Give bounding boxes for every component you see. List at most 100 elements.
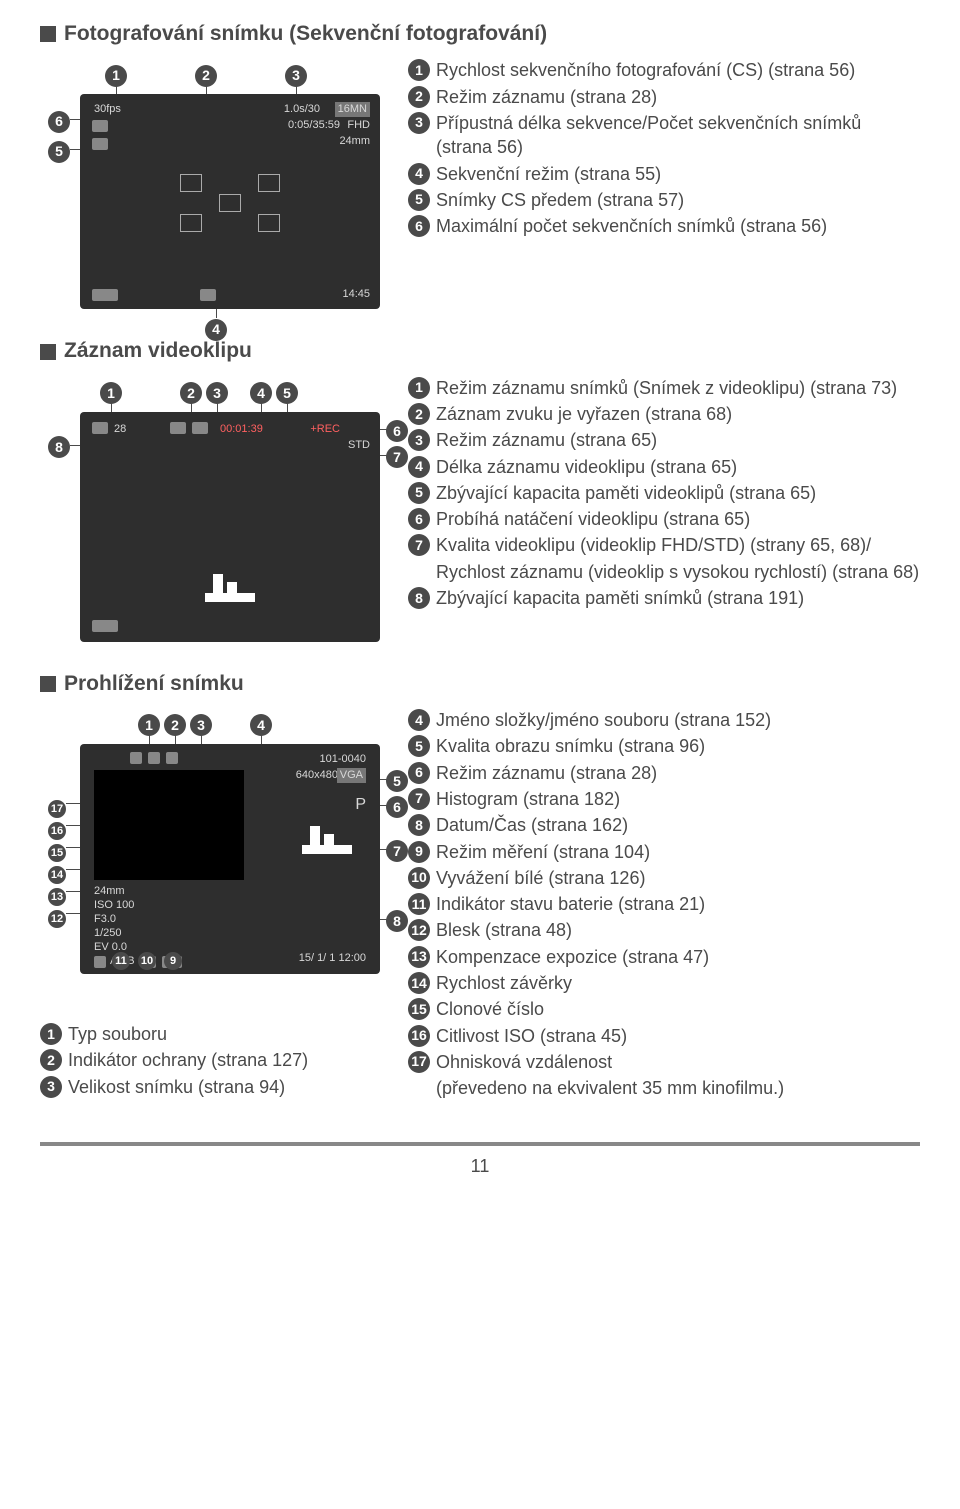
ann1-4: 4 bbox=[205, 319, 227, 341]
title-text: Prohlížení snímku bbox=[64, 670, 244, 698]
ann2-2: 2 bbox=[180, 382, 202, 404]
ann2-8: 8 bbox=[48, 436, 70, 458]
desc-item: 9Režim měření (strana 104) bbox=[408, 840, 920, 864]
desc-col-3: 4Jméno složky/jméno souboru (strana 152)… bbox=[400, 708, 920, 1102]
item-text: Indikátor ochrany (strana 127) bbox=[68, 1048, 400, 1072]
item-number: 1 bbox=[408, 377, 430, 399]
ann1-5: 5 bbox=[48, 141, 70, 163]
lcd3-l2: ISO 100 bbox=[94, 898, 134, 913]
item-number: 2 bbox=[40, 1049, 62, 1071]
ann3-9: 9 bbox=[164, 952, 182, 970]
desc-item: 2Záznam zvuku je vyřazen (strana 68) bbox=[408, 402, 920, 426]
lcd3-thumb bbox=[94, 770, 244, 880]
item-number: 16 bbox=[408, 1025, 430, 1047]
desc-item: (převedeno na ekvivalent 35 mm kinofilmu… bbox=[408, 1076, 920, 1100]
desc-item: 6Maximální počet sekvenčních snímků (str… bbox=[408, 214, 920, 238]
page-footer: 11 bbox=[40, 1142, 920, 1178]
bullet-square bbox=[40, 676, 56, 692]
lcd3-vga: VGA bbox=[337, 768, 366, 783]
bullet-square bbox=[40, 26, 56, 42]
lcd1-br: 14:45 bbox=[342, 287, 370, 302]
ann2-6: 6 bbox=[386, 420, 408, 442]
item-text: (převedeno na ekvivalent 35 mm kinofilmu… bbox=[436, 1076, 920, 1100]
ann1-2: 2 bbox=[195, 65, 217, 87]
lcd1-topleft: 30fps bbox=[94, 102, 121, 117]
desc-item: 4Délka záznamu videoklipu (strana 65) bbox=[408, 455, 920, 479]
desc-item: 15Clonové číslo bbox=[408, 997, 920, 1021]
lcd-play: 101-0040 640x480 VGA P 24mm ISO 100 F3.0… bbox=[80, 744, 380, 974]
item-number: 3 bbox=[408, 112, 430, 134]
lcd3-folder: 101-0040 bbox=[320, 752, 367, 767]
item-number: 14 bbox=[408, 972, 430, 994]
desc-item: 2 Indikátor ochrany (strana 127) bbox=[40, 1048, 400, 1072]
desc-item: 1 Režim záznamu snímků (Snímek z videokli… bbox=[408, 376, 920, 400]
desc-item: 14Rychlost závěrky bbox=[408, 971, 920, 995]
item-number: 13 bbox=[408, 946, 430, 968]
ann2-7: 7 bbox=[386, 446, 408, 468]
item-text: Probíhá natáčení videoklipu (strana 65) bbox=[436, 507, 920, 531]
desc-item: 13Kompenzace expozice (strana 47) bbox=[408, 945, 920, 969]
desc-item: 17 Ohnisková vzdálenost bbox=[408, 1050, 920, 1074]
lcd2-time: 00:01:39 bbox=[220, 422, 263, 437]
ann3-12: 12 bbox=[48, 910, 66, 928]
lcd3-l3: F3.0 bbox=[94, 912, 116, 927]
desc-item: 7Kvalita videoklipu (videoklip FHD/STD) … bbox=[408, 533, 920, 557]
item-text: Histogram (strana 182) bbox=[436, 787, 920, 811]
desc-item: 4Sekvenční režim (strana 55) bbox=[408, 162, 920, 186]
desc-item: Rychlost záznamu (videoklip s vysokou ry… bbox=[408, 560, 920, 584]
desc-item: 3 Přípustná délka sekvence/Počet sekvenčn… bbox=[408, 111, 920, 160]
desc-item: 4Jméno složky/jméno souboru (strana 152) bbox=[408, 708, 920, 732]
ann3-2: 2 bbox=[164, 714, 186, 736]
item-number: 5 bbox=[408, 189, 430, 211]
item-text: Přípustná délka sekvence/Počet sekvenční… bbox=[436, 111, 920, 160]
left-desc-3: 1Typ souboru2Indikátor ochrany (strana 1… bbox=[40, 1022, 400, 1099]
item-text: Režim záznamu (strana 28) bbox=[436, 85, 920, 109]
lcd1-trb: 16MN bbox=[335, 102, 370, 117]
item-text: Zbývající kapacita paměti videoklipů (st… bbox=[436, 481, 920, 505]
item-number: 7 bbox=[408, 534, 430, 556]
item-text: Sekvenční režim (strana 55) bbox=[436, 162, 920, 186]
title-text: Fotografování snímku (Sekvenční fotograf… bbox=[64, 20, 547, 48]
item-text: Režim záznamu (strana 65) bbox=[436, 428, 920, 452]
ann1-1: 1 bbox=[105, 65, 127, 87]
item-text: Vyvážení bílé (strana 126) bbox=[436, 866, 920, 890]
desc-item: 5Kvalita obrazu snímku (strana 96) bbox=[408, 734, 920, 758]
item-text: Ohnisková vzdálenost bbox=[436, 1050, 920, 1074]
desc-col-1: 1Rychlost sekvenčního fotografování (CS)… bbox=[400, 58, 920, 240]
lcd1-r2b: FHD bbox=[347, 118, 370, 133]
lcd-area-2: 1 2 3 4 5 8 6 7 28 00:01:39 +REC bbox=[40, 376, 400, 642]
lcd3-l4: 1/250 bbox=[94, 926, 122, 941]
desc-item: 7Histogram (strana 182) bbox=[408, 787, 920, 811]
item-text: Režim záznamu snímků (Snímek z videoklip… bbox=[436, 376, 920, 400]
ann2-5: 5 bbox=[276, 382, 298, 404]
item-text: Režim záznamu (strana 28) bbox=[436, 761, 920, 785]
item-text: Kvalita obrazu snímku (strana 96) bbox=[436, 734, 920, 758]
ann3-3: 3 bbox=[190, 714, 212, 736]
item-number: 17 bbox=[408, 1051, 430, 1073]
page-number: 11 bbox=[471, 1156, 490, 1176]
ann2-1: 1 bbox=[100, 382, 122, 404]
desc-item: 6Probíhá natáčení videoklipu (strana 65) bbox=[408, 507, 920, 531]
item-number: 8 bbox=[408, 587, 430, 609]
lcd-video: 28 00:01:39 +REC STD bbox=[80, 412, 380, 642]
item-text: Citlivost ISO (strana 45) bbox=[436, 1024, 920, 1048]
desc-item: 5Snímky CS předem (strana 57) bbox=[408, 188, 920, 212]
item-number: 10 bbox=[408, 867, 430, 889]
item-text: Typ souboru bbox=[68, 1022, 400, 1046]
ann1-6: 6 bbox=[48, 111, 70, 133]
desc-item: 2Režim záznamu (strana 28) bbox=[408, 85, 920, 109]
item-text: Maximální počet sekvenčních snímků (stra… bbox=[436, 214, 920, 238]
title-text: Záznam videoklipu bbox=[64, 337, 252, 365]
ann3-8: 8 bbox=[386, 910, 408, 932]
desc-item: 8Zbývající kapacita paměti snímků (stran… bbox=[408, 586, 920, 610]
lcd1-tra: 1.0s/30 bbox=[284, 102, 320, 117]
lcd-area-1: 1 2 3 6 5 4 30fps 1.0s/30 16MN 0:05/35:5… bbox=[40, 58, 400, 309]
item-number: 5 bbox=[408, 482, 430, 504]
ann2-3: 3 bbox=[206, 382, 228, 404]
ann1-3: 3 bbox=[285, 65, 307, 87]
lcd1-r2a: 0:05/35:59 bbox=[288, 118, 340, 133]
section-title-3: Prohlížení snímku bbox=[40, 670, 920, 698]
item-text: Délka záznamu videoklipu (strana 65) bbox=[436, 455, 920, 479]
lcd-area-3: 1 2 3 4 5 6 7 8 17 16 15 14 13 12 11 10 … bbox=[40, 708, 400, 1101]
desc-item: 1Rychlost sekvenčního fotografování (CS)… bbox=[408, 58, 920, 82]
